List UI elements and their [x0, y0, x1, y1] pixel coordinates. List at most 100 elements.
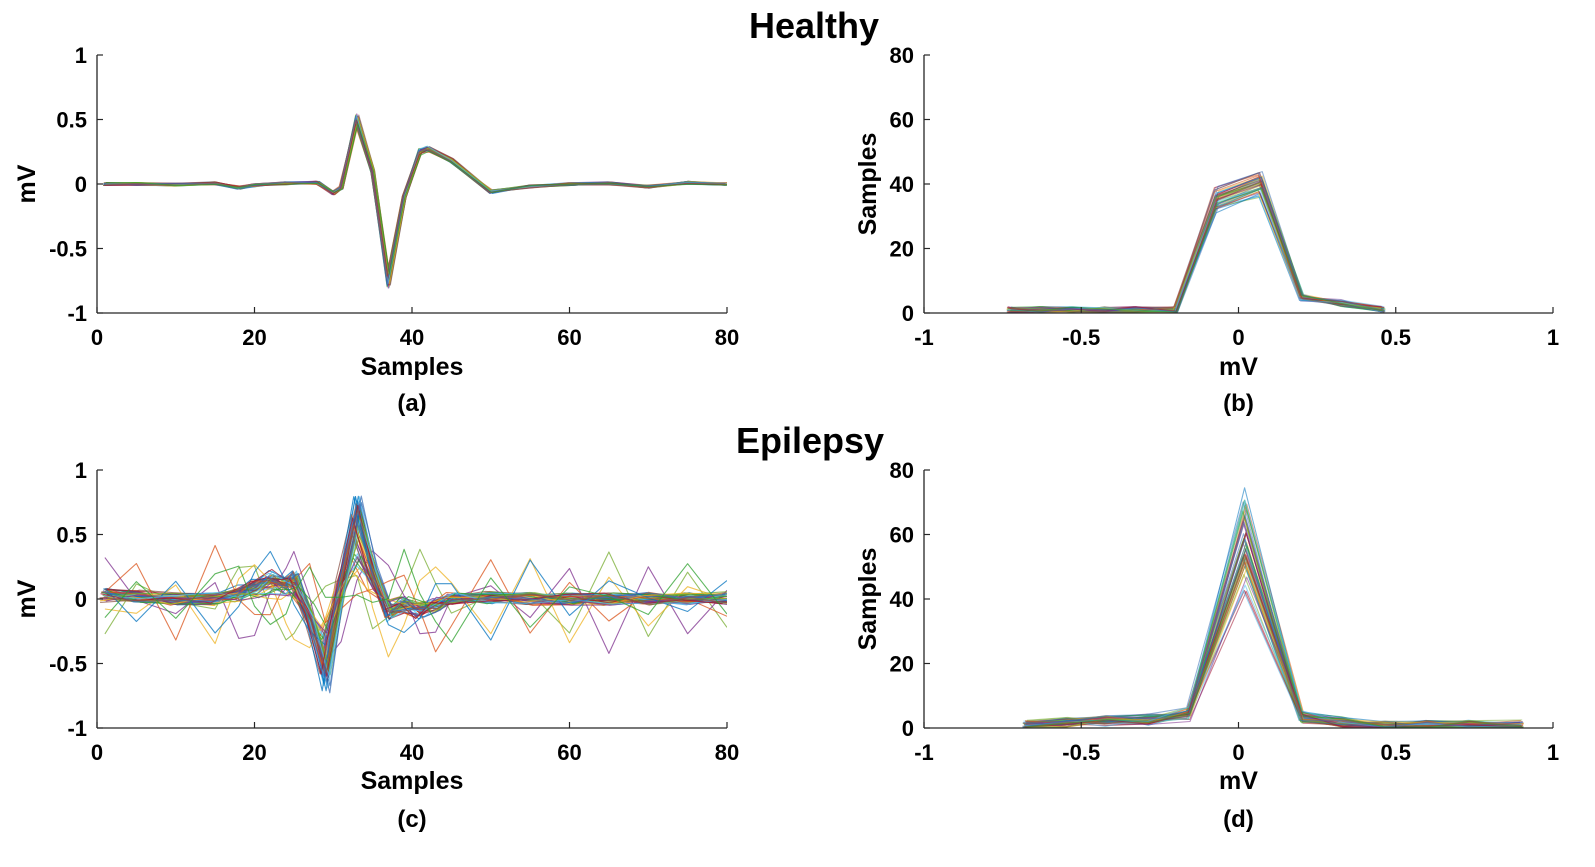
series-line-a-35 — [105, 118, 727, 281]
traces-d — [1022, 487, 1524, 728]
y-axis-label-a: mV — [13, 164, 41, 203]
y-tick-label-a-3: 0.5 — [56, 108, 87, 133]
x-tick-label-b-1: -0.5 — [1062, 325, 1100, 350]
x-tick-label-d-1: -0.5 — [1062, 740, 1100, 765]
y-tick-label-c-3: 0.5 — [56, 523, 87, 548]
series-line-d-35 — [1025, 504, 1523, 725]
panel-d-epilepsy-distribution: -1 -0.5 0 0.5 1 0 20 40 60 80 mV Samples (d) — [854, 458, 1559, 833]
x-tick-label-a-2: 40 — [400, 325, 424, 350]
series-line-a-15 — [103, 114, 726, 287]
y-tick-label-d-3: 60 — [890, 523, 914, 548]
series-line-a-21 — [106, 116, 727, 285]
series-line-a-13 — [105, 116, 727, 288]
series-line-a-19 — [106, 119, 727, 281]
traces-a — [103, 113, 727, 289]
series-line-b-40 — [1009, 188, 1385, 313]
y-tick-label-d-0: 0 — [902, 716, 914, 741]
series-line-c-47 — [100, 517, 723, 675]
series-line-a-9 — [104, 117, 727, 285]
y-tick-label-b-2: 40 — [890, 172, 914, 197]
series-line-a-18 — [105, 121, 727, 274]
series-line-b-4 — [1007, 172, 1383, 313]
x-axis-label-a: Samples — [361, 353, 464, 381]
series-line-a-25 — [106, 119, 727, 283]
x-tick-label-c-1: 20 — [242, 740, 266, 765]
series-line-a-23 — [104, 116, 727, 287]
series-line-a-3 — [103, 114, 727, 285]
x-axis-label-c: Samples — [361, 767, 464, 795]
y-axis-label-b: Samples — [854, 133, 882, 236]
series-line-d-48 — [1024, 538, 1522, 728]
series-line-a-8 — [103, 116, 727, 284]
series-line-b-27 — [1007, 176, 1382, 313]
x-tick-label-b-2: 0 — [1232, 325, 1244, 350]
series-line-c-5 — [104, 548, 727, 641]
y-tick-label-a-1: -0.5 — [49, 237, 87, 262]
section-title-healthy: Healthy — [749, 5, 879, 46]
series-line-a-31 — [103, 115, 726, 287]
x-tick-label-a-4: 80 — [715, 325, 739, 350]
series-line-c-48 — [102, 514, 726, 677]
x-tick-label-a-3: 60 — [557, 325, 581, 350]
panel-b-healthy-distribution: -1 -0.5 0 0.5 1 0 20 40 60 80 mV Samples (b) — [854, 43, 1559, 417]
series-line-a-7 — [106, 116, 727, 285]
y-tick-label-b-1: 20 — [890, 237, 914, 262]
series-line-a-33 — [106, 116, 727, 285]
series-line-a-17 — [106, 116, 727, 283]
section-title-epilepsy: Epilepsy — [736, 420, 884, 461]
series-line-a-6 — [105, 115, 727, 289]
y-axis-label-d: Samples — [854, 548, 882, 651]
series-line-a-34 — [104, 116, 727, 285]
y-tick-label-a-2: 0 — [75, 172, 87, 197]
series-line-c-50 — [104, 548, 727, 643]
series-line-a-37 — [104, 119, 727, 279]
y-tick-label-c-4: 1 — [75, 458, 87, 483]
series-line-a-40 — [105, 123, 727, 275]
x-tick-label-b-3: 0.5 — [1380, 325, 1411, 350]
series-line-a-20 — [103, 122, 726, 277]
series-line-a-39 — [103, 120, 726, 277]
traces-c — [99, 495, 727, 694]
series-line-a-26 — [103, 120, 726, 279]
panel-label-a: (a) — [397, 390, 426, 417]
series-line-a-24 — [104, 113, 727, 289]
panel-label-b: (b) — [1223, 390, 1254, 417]
x-tick-label-a-1: 20 — [242, 325, 266, 350]
x-tick-label-c-2: 40 — [400, 740, 424, 765]
series-line-a-22 — [106, 120, 727, 279]
series-line-a-2 — [103, 123, 726, 277]
x-tick-label-c-0: 0 — [91, 740, 103, 765]
series-line-c-49 — [105, 508, 727, 673]
series-line-b-39 — [1008, 171, 1383, 313]
y-tick-label-b-4: 80 — [890, 43, 914, 68]
series-line-a-27 — [105, 116, 727, 286]
series-line-d-36 — [1023, 590, 1521, 728]
y-tick-label-d-4: 80 — [890, 458, 914, 483]
series-line-a-32 — [103, 120, 726, 280]
panel-c-epilepsy-waveforms: 0 20 40 60 80 -1 -0.5 0 0.5 1 Samples mV (c) — [13, 458, 739, 833]
series-line-d-50 — [1026, 545, 1524, 728]
series-line-a-12 — [103, 120, 726, 282]
series-line-a-38 — [103, 118, 726, 285]
series-line-a-30 — [106, 118, 727, 279]
x-tick-label-c-4: 80 — [715, 740, 739, 765]
y-tick-label-c-0: -1 — [67, 716, 87, 741]
series-line-a-1 — [103, 121, 726, 280]
y-tick-label-d-2: 40 — [890, 587, 914, 612]
y-tick-label-c-2: 0 — [75, 587, 87, 612]
series-line-b-8 — [1006, 172, 1382, 313]
y-tick-label-a-0: -1 — [67, 301, 87, 326]
series-line-a-4 — [103, 116, 727, 284]
series-line-c-32 — [104, 544, 727, 653]
y-tick-label-b-0: 0 — [902, 301, 914, 326]
x-tick-label-d-3: 0.5 — [1380, 740, 1411, 765]
x-tick-label-d-4: 1 — [1547, 740, 1559, 765]
series-line-b-20 — [1007, 178, 1382, 312]
series-line-a-16 — [105, 116, 727, 285]
series-line-b-32 — [1006, 175, 1382, 313]
series-line-a-28 — [104, 121, 727, 279]
series-line-d-27 — [1024, 589, 1522, 728]
series-line-a-10 — [104, 119, 727, 283]
series-line-c-46 — [108, 519, 727, 676]
